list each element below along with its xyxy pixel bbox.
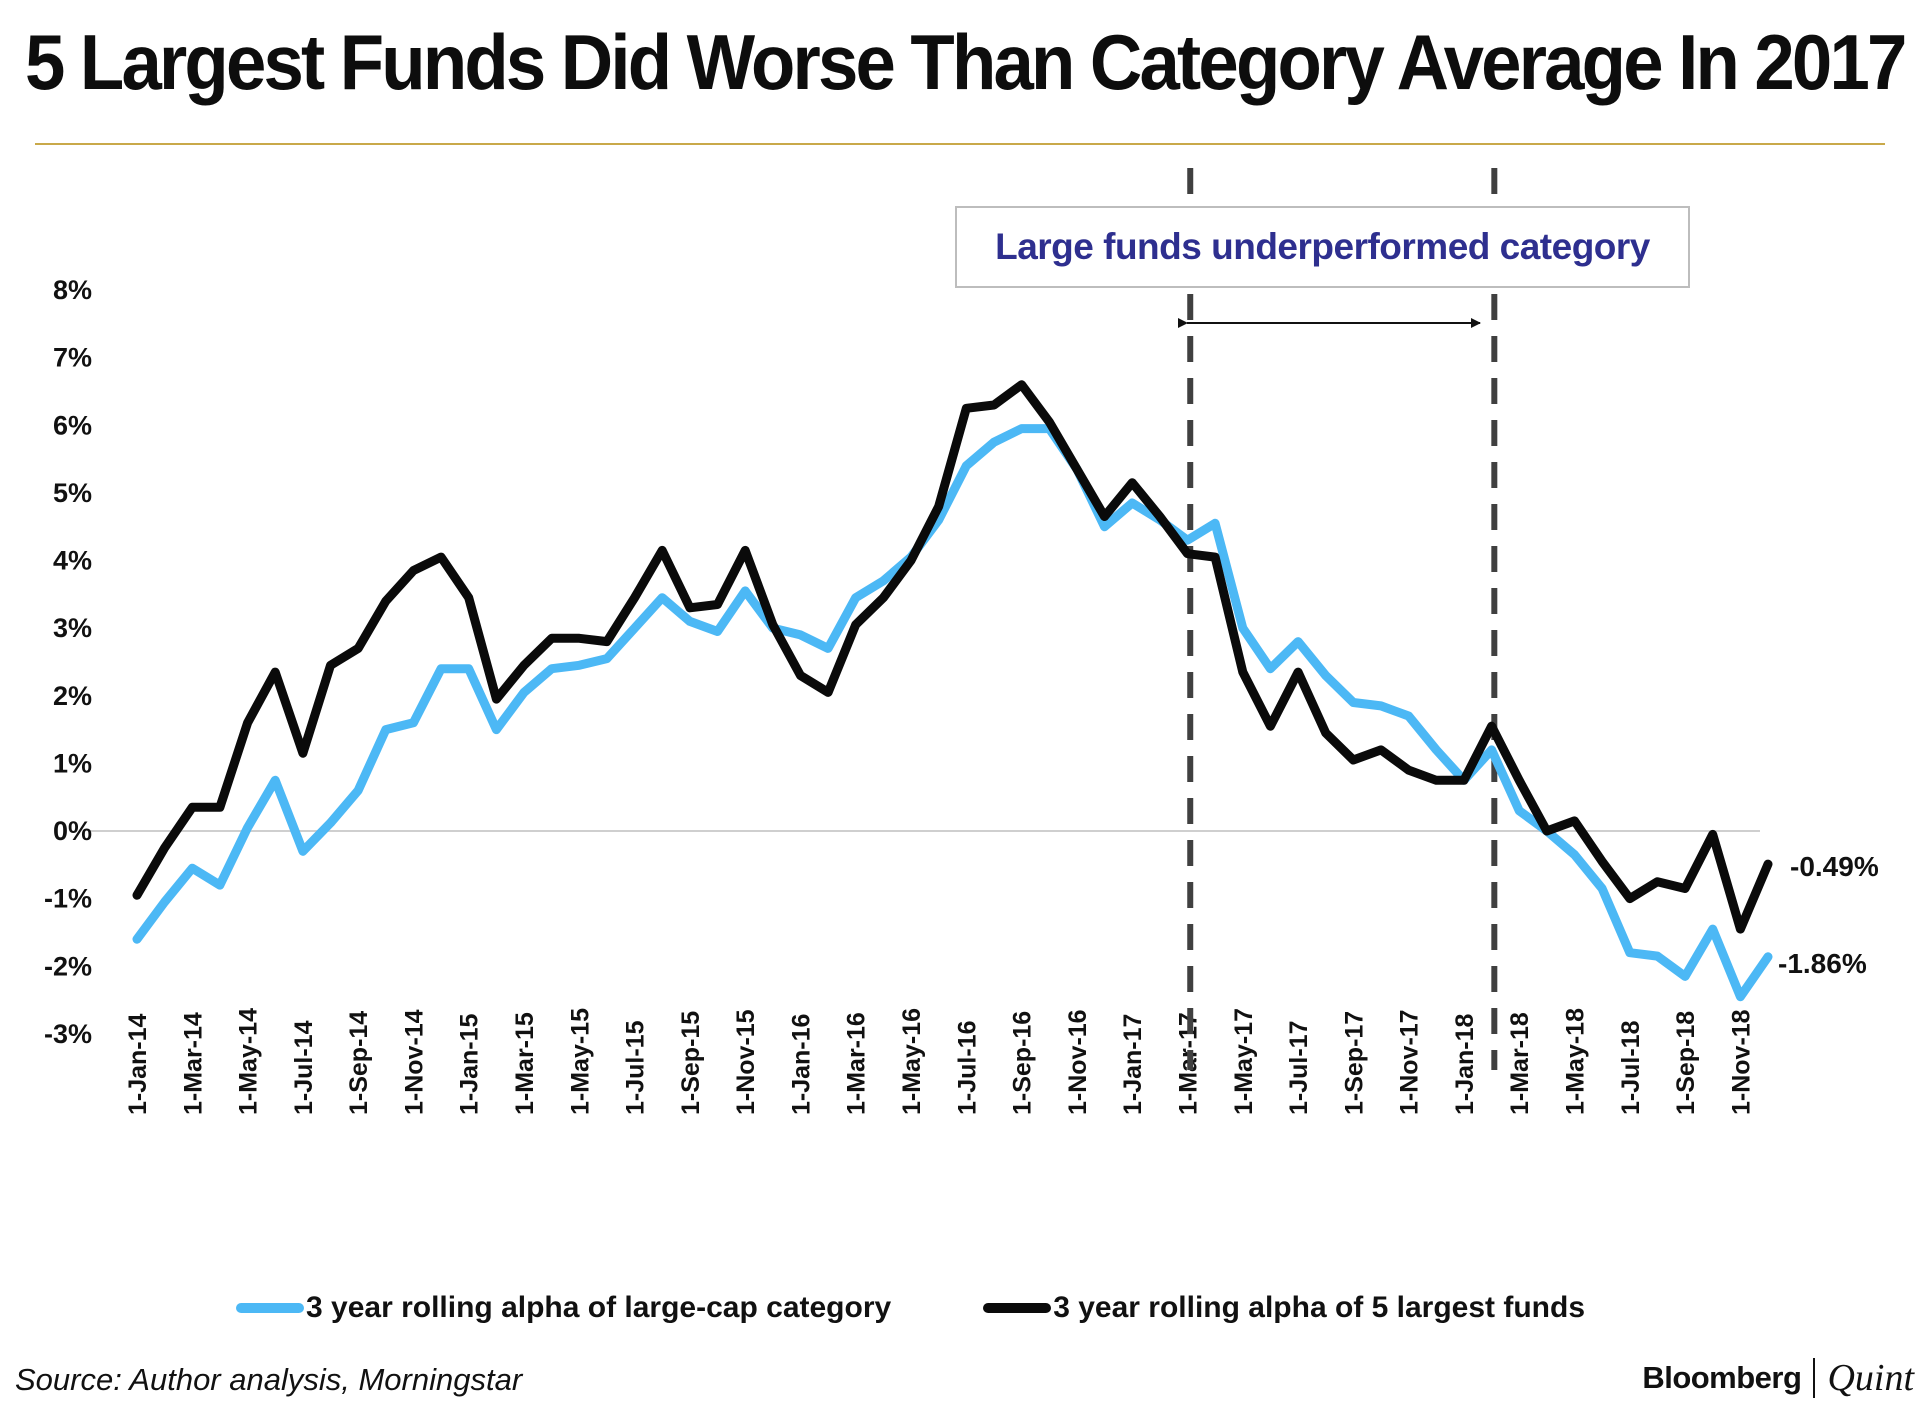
y-tick-label: 6%	[53, 410, 92, 440]
x-tick-label: 1-Jan-14	[124, 1013, 152, 1115]
brand-divider	[1813, 1358, 1816, 1398]
x-tick-label: 1-Nov-16	[1064, 1009, 1092, 1115]
y-tick-label: 8%	[53, 275, 92, 305]
legend: 3 year rolling alpha of large-cap catego…	[236, 1286, 1585, 1330]
x-tick-label: 1-May-14	[235, 1008, 263, 1115]
brand-bloomberg: Bloomberg	[1642, 1360, 1802, 1395]
x-tick-label: 1-Jul-17	[1285, 1021, 1313, 1115]
x-tick-label: 1-May-16	[898, 1008, 926, 1115]
x-tick-label: 1-Sep-17	[1340, 1011, 1368, 1115]
y-tick-label: -1%	[44, 884, 92, 914]
legend-label-category: 3 year rolling alpha of large-cap catego…	[306, 1291, 892, 1324]
chart-title: 5 Largest Funds Did Worse Than Category …	[25, 18, 1907, 106]
x-tick-label: 1-Nov-18	[1727, 1009, 1755, 1115]
y-tick-label: 4%	[53, 546, 92, 576]
x-tick-label: 1-Mar-16	[843, 1012, 871, 1115]
legend-swatch-category	[236, 1303, 304, 1313]
x-tick-label: 1-Mar-15	[511, 1012, 539, 1115]
annotation-box: Large funds underperformed category	[955, 206, 1690, 288]
y-tick-label: 3%	[53, 613, 92, 643]
x-tick-label: 1-Jul-15	[622, 1020, 650, 1115]
x-tick-label: 1-Mar-18	[1506, 1012, 1534, 1115]
legend-swatch-largest	[983, 1303, 1052, 1313]
brand-logo: Bloomberg Quint	[1642, 1356, 1914, 1400]
x-tick-label: 1-May-17	[1230, 1008, 1258, 1115]
y-tick-label: 2%	[53, 681, 92, 711]
y-tick-label: 1%	[53, 748, 92, 778]
x-tick-label: 1-Sep-18	[1672, 1011, 1700, 1115]
brand-quint: Quint	[1827, 1357, 1914, 1399]
x-tick-label: 1-May-15	[566, 1008, 594, 1115]
series-line-category	[132, 424, 1773, 1002]
x-tick-label: 1-Sep-14	[345, 1011, 373, 1115]
x-tick-label: 1-Nov-14	[400, 1009, 428, 1115]
y-tick-label: 0%	[53, 816, 92, 846]
series-end-label-category: -1.86%	[1778, 948, 1867, 979]
series-line-largest	[132, 380, 1773, 934]
x-tick-label: 1-Jan-15	[456, 1013, 484, 1115]
x-tick-label: 1-Jan-18	[1451, 1013, 1479, 1115]
y-tick-label: -3%	[44, 1019, 92, 1049]
x-tick-label: 1-Jul-18	[1617, 1020, 1645, 1115]
y-tick-label: 7%	[53, 343, 92, 373]
x-tick-label: 1-Sep-16	[1009, 1011, 1037, 1115]
x-tick-label: 1-Sep-15	[677, 1011, 705, 1115]
legend-item-category: 3 year rolling alpha of large-cap catego…	[236, 1291, 891, 1325]
y-tick-label: -2%	[44, 951, 92, 981]
x-tick-label: 1-Jul-16	[953, 1021, 981, 1115]
x-tick-label: 1-Nov-17	[1396, 1009, 1424, 1115]
source-note: Source: Author analysis, Morningstar	[15, 1362, 523, 1397]
x-tick-label: 1-Mar-14	[179, 1012, 207, 1115]
x-tick-label: 1-Jan-17	[1119, 1014, 1147, 1115]
annotation-text: Large funds underperformed category	[995, 226, 1650, 267]
title-rule	[35, 143, 1885, 145]
y-tick-label: 5%	[53, 478, 92, 508]
series-end-label-largest: -0.49%	[1790, 851, 1879, 882]
x-tick-label: 1-Jul-14	[290, 1020, 318, 1115]
x-tick-label: 1-Jan-16	[787, 1014, 815, 1115]
x-tick-label: 1-Nov-15	[732, 1009, 760, 1115]
legend-label-largest: 3 year rolling alpha of 5 largest funds	[1053, 1291, 1585, 1324]
x-tick-label: 1-May-18	[1561, 1008, 1589, 1115]
legend-item-largest: 3 year rolling alpha of 5 largest funds	[983, 1291, 1585, 1325]
